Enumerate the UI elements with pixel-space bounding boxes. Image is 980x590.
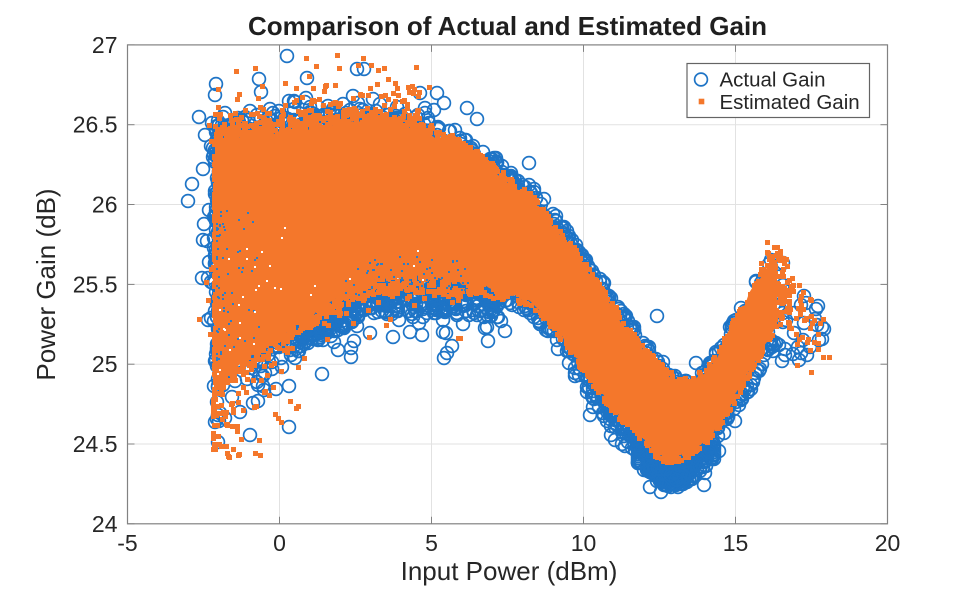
svg-text:5: 5 <box>425 530 438 556</box>
svg-text:-5: -5 <box>117 530 137 556</box>
svg-text:25: 25 <box>92 351 118 377</box>
svg-text:Comparison of Actual and Estim: Comparison of Actual and Estimated Gain <box>248 11 767 41</box>
svg-text:24: 24 <box>92 511 118 537</box>
svg-text:Power Gain (dB): Power Gain (dB) <box>31 188 61 380</box>
svg-text:Input Power (dBm): Input Power (dBm) <box>401 556 618 586</box>
svg-text:20: 20 <box>875 530 901 556</box>
svg-text:0: 0 <box>273 530 286 556</box>
svg-text:26: 26 <box>92 192 118 218</box>
svg-text:Actual Gain: Actual Gain <box>720 69 826 92</box>
svg-text:25.5: 25.5 <box>73 271 118 297</box>
svg-text:27: 27 <box>92 32 118 58</box>
svg-text:15: 15 <box>723 530 749 556</box>
svg-text:10: 10 <box>571 530 597 556</box>
svg-text:24.5: 24.5 <box>73 431 118 457</box>
svg-text:26.5: 26.5 <box>73 112 118 138</box>
svg-text:Estimated Gain: Estimated Gain <box>720 91 860 114</box>
